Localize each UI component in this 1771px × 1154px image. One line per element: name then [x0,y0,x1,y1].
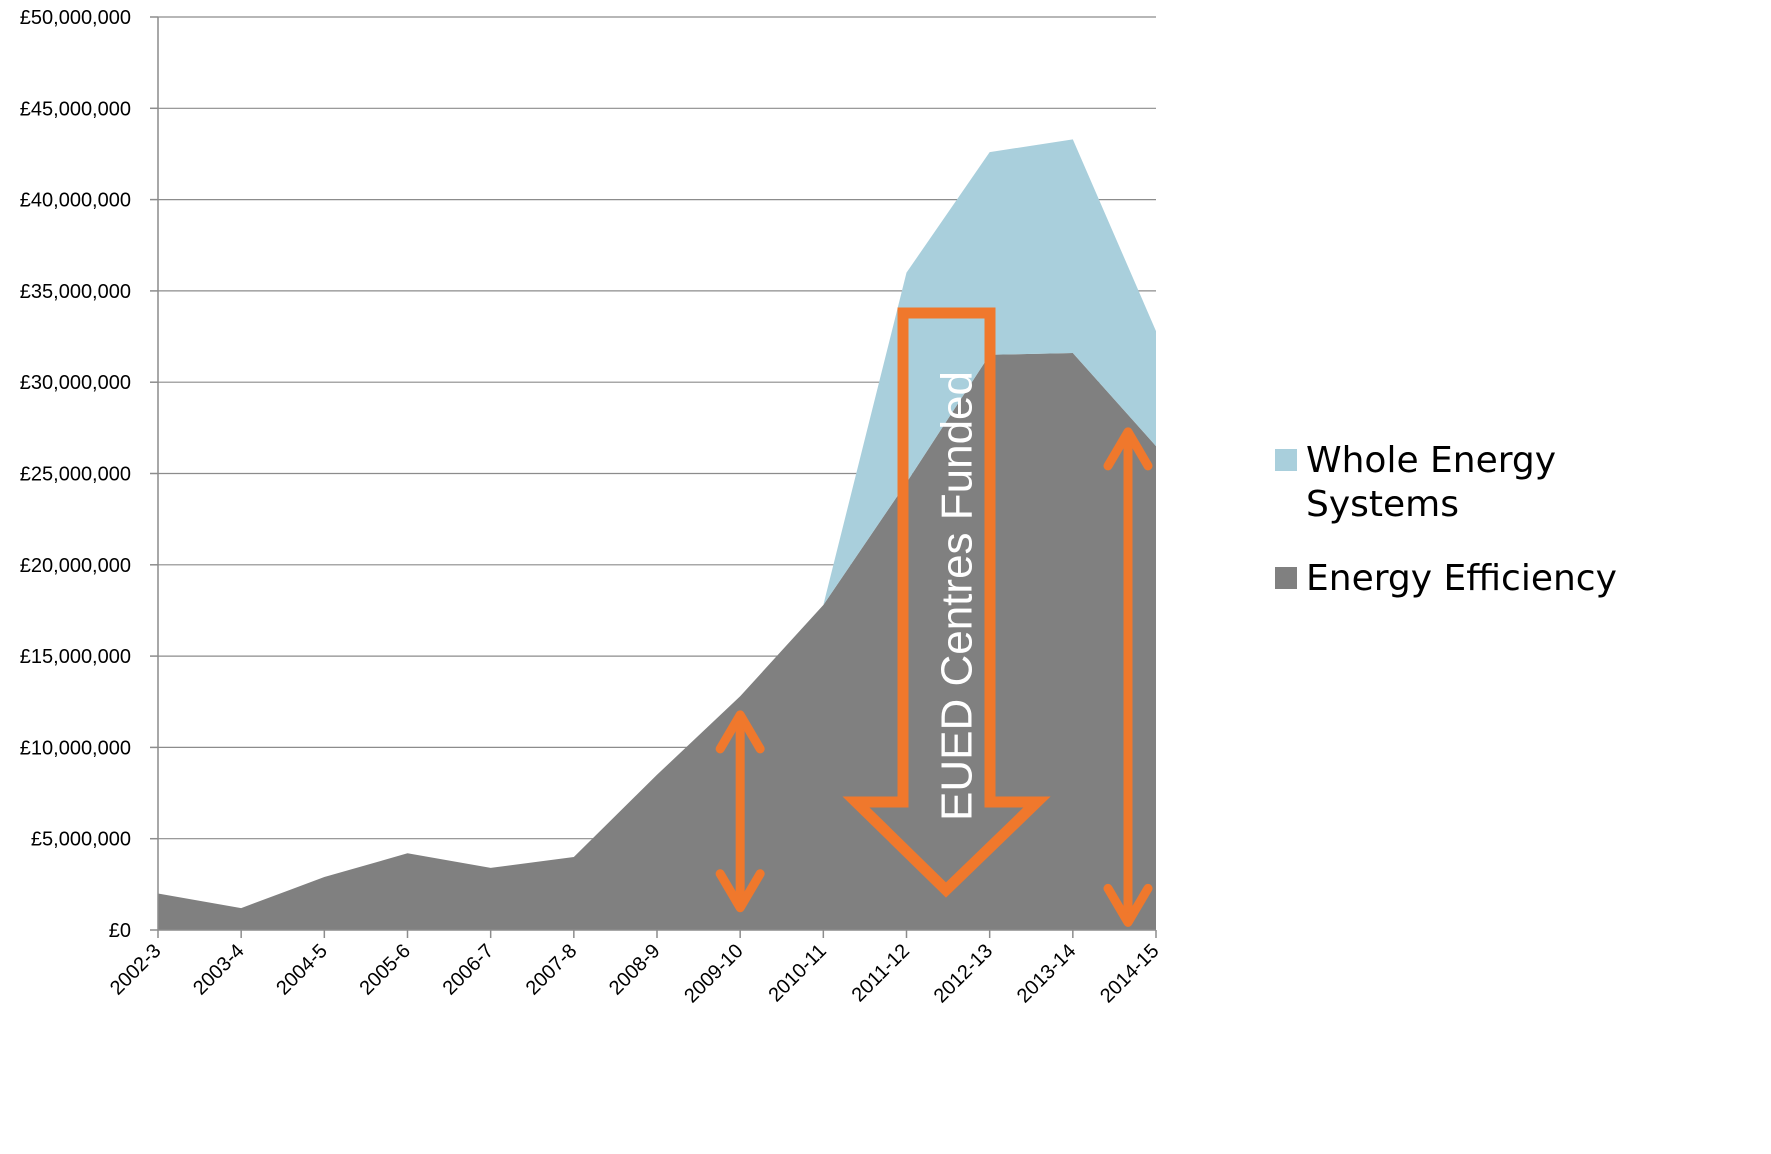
double-arrow-2014-15 [1103,427,1153,927]
y-tick-label-0: £0 [109,920,131,942]
y-tick-label-10: £50,000,000 [20,7,131,29]
x-tick-label-2: 2004-5 [272,940,332,1000]
y-tick-label-9: £45,000,000 [20,98,131,120]
x-tick-label-6: 2008-9 [605,940,665,1000]
y-axis-tick-labels: £0 £5,000,000 £10,000,000 £15,000,000 £20,00… [20,7,131,942]
legend-label-whole-energy-systems-line1: Whole Energy [1306,440,1556,481]
x-tick-label-11: 2013-14 [1013,940,1080,1007]
double-arrow-head-top [715,710,765,754]
x-tick-label-3: 2005-6 [355,940,415,1000]
x-tick-label-4: 2006-7 [439,940,499,1000]
legend: Whole Energy Systems Energy Efficiency [1275,440,1617,599]
y-tick-label-3: £15,000,000 [20,646,131,668]
annotations: EUED Centres Funded [715,307,1153,927]
double-arrow-head-bottom [1103,883,1153,927]
y-tick-label-1: £5,000,000 [31,829,131,851]
double-arrow-head-top [1103,427,1153,471]
legend-label-whole-energy-systems-line2: Systems [1306,484,1459,525]
x-tick-label-12: 2014-15 [1096,940,1163,1007]
area-energy-efficiency [158,352,1156,930]
y-tick-label-7: £35,000,000 [20,281,131,303]
y-tick-label-4: £20,000,000 [20,555,131,577]
eued-annotation-text: EUED Centres Funded [933,371,982,821]
area-series [158,139,1156,930]
x-tick-label-5: 2007-8 [522,940,582,1000]
double-arrow-2009-10 [715,710,765,913]
y-tick-label-2: £10,000,000 [20,737,131,759]
y-tick-label-5: £25,000,000 [20,464,131,486]
axes [150,16,1157,938]
x-tick-label-8: 2010-11 [764,940,830,1006]
legend-swatch-energy-efficiency [1275,567,1297,589]
eued-down-arrow [842,307,1051,898]
x-tick-label-0: 2002-3 [106,940,166,1000]
gridlines [158,16,1156,840]
y-tick-label-8: £40,000,000 [20,190,131,212]
x-axis-tick-labels: 2002-3 2003-4 2004-5 2005-6 2006-7 2007-8 2008… [106,940,1164,1007]
x-tick-label-1: 2003-4 [189,940,249,1000]
x-tick-label-9: 2011-12 [848,940,914,1006]
y-tick-label-6: £30,000,000 [20,372,131,394]
legend-swatch-whole-energy-systems [1275,449,1297,471]
x-tick-label-7: 2009-10 [680,940,747,1007]
x-tick-label-10: 2012-13 [930,940,997,1007]
legend-label-energy-efficiency: Energy Efficiency [1306,558,1617,599]
double-arrow-head-bottom [715,869,765,913]
